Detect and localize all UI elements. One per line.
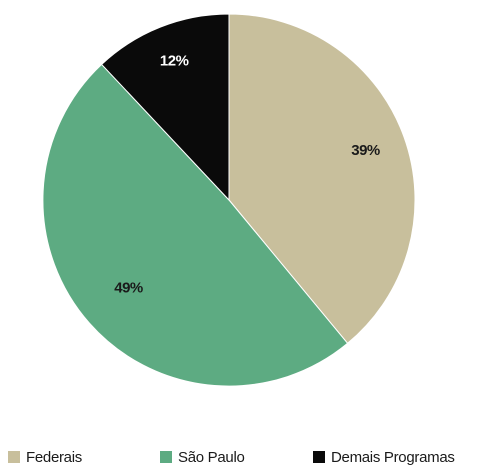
pie-chart: 39% 49% 12%	[42, 13, 416, 387]
pie-slice-sao-paulo	[42, 63, 349, 387]
legend-swatch-federais	[8, 451, 20, 463]
pie-slice-federais	[228, 13, 416, 345]
legend-item-sao-paulo: São Paulo	[160, 449, 245, 466]
slice-label-sao-paulo: 49%	[114, 280, 143, 297]
legend-item-demais-programas: Demais Programas	[313, 449, 455, 466]
legend-label-demais-programas: Demais Programas	[331, 448, 455, 466]
legend-label-sao-paulo: São Paulo	[178, 448, 245, 466]
slice-label-demais-programas: 12%	[160, 53, 189, 70]
legend-swatch-demais-programas	[313, 451, 325, 463]
slice-label-federais: 39%	[351, 142, 380, 159]
legend: Federais São Paulo Demais Programas	[0, 446, 480, 468]
legend-label-federais: Federais	[26, 448, 82, 466]
legend-item-federais: Federais	[8, 449, 82, 466]
pie-chart-svg: 39% 49% 12%	[42, 13, 416, 387]
pie-slice-demais-programas	[100, 13, 230, 202]
legend-swatch-sao-paulo	[160, 451, 172, 463]
